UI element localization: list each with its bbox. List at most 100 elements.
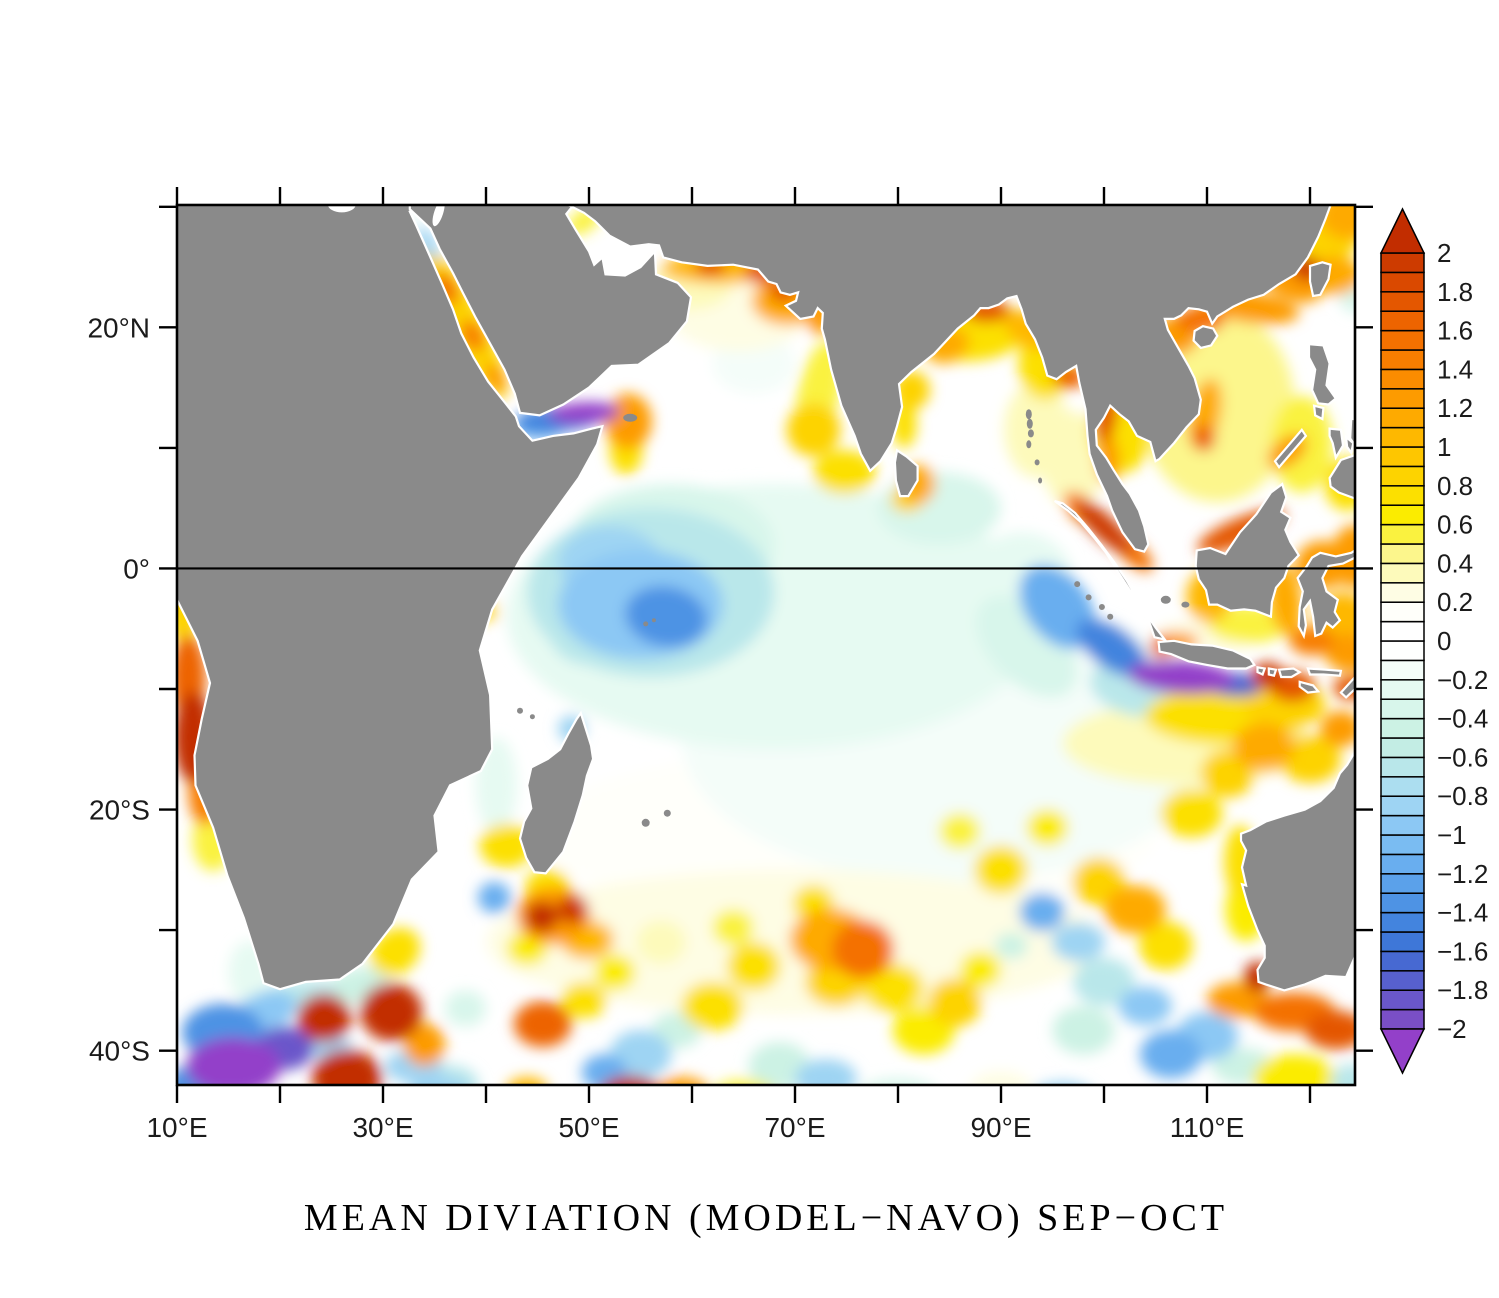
colorbar-cell	[1380, 291, 1425, 312]
anomaly-blob	[1279, 734, 1341, 784]
anomaly-blob	[866, 1078, 930, 1085]
island	[1160, 595, 1171, 604]
anomaly-blob	[1192, 425, 1216, 452]
anomaly-blob	[1019, 892, 1065, 932]
island	[1034, 459, 1040, 466]
anomaly-blob	[1330, 1063, 1355, 1085]
land-sumba	[1298, 680, 1321, 694]
colorbar: 2 1.8 1.6 1.4 1.2 1 0.8 0.6 0.4 0.2 0 −0.2 −0.4 −0.6 −…	[1379, 207, 1488, 1075]
colorbar-cell	[1380, 543, 1425, 565]
land-bali	[1256, 666, 1267, 677]
colorbar-cell	[1380, 1008, 1425, 1030]
island	[1098, 604, 1105, 610]
land-java	[1157, 639, 1257, 670]
island	[643, 621, 649, 627]
colorbar-cell	[1380, 504, 1425, 526]
x-tick-label: 90°E	[970, 1112, 1031, 1143]
land-taiwan	[1308, 261, 1332, 298]
anomaly-blob	[311, 1049, 382, 1085]
colorbar-cell	[1380, 388, 1425, 409]
island	[1074, 581, 1081, 588]
island	[1027, 429, 1034, 438]
anomaly-blob	[1253, 1054, 1336, 1085]
anomaly-blob	[1251, 662, 1285, 690]
colorbar-label: 1.2	[1437, 393, 1473, 423]
land-africa	[177, 205, 604, 991]
colorbar-cell	[1380, 756, 1425, 778]
colorbar-cell	[1380, 349, 1425, 371]
land-borneo	[1194, 482, 1301, 619]
colorbar-label: −2	[1437, 1014, 1467, 1044]
anomaly-blob	[939, 813, 981, 850]
land-sumbawa	[1277, 667, 1302, 679]
anomaly-blob	[974, 845, 1028, 894]
colorbar-cell	[1380, 523, 1425, 545]
anomaly-blob	[1052, 1006, 1115, 1055]
y-tick-label: 20°N	[87, 312, 150, 343]
anomaly-blob	[786, 403, 841, 457]
island	[641, 818, 650, 827]
anomaly-blob	[813, 450, 876, 494]
anomaly-blob	[712, 909, 754, 946]
anomaly-blob	[748, 1042, 811, 1085]
anomaly-blob	[1075, 500, 1133, 555]
anomaly-blob	[594, 954, 636, 991]
island	[1025, 409, 1032, 420]
island	[623, 413, 638, 422]
anomaly-blob	[477, 881, 511, 914]
colorbar-under-arrow	[1379, 1028, 1426, 1075]
anomaly-blob	[1160, 789, 1223, 838]
colorbar-label: −0.2	[1437, 665, 1488, 695]
colorbar-cell	[1380, 368, 1425, 390]
land-panay	[1328, 427, 1345, 461]
land-palawan	[1273, 427, 1308, 470]
anomaly-blob	[719, 1079, 768, 1085]
colorbar-label: −1.8	[1437, 975, 1488, 1005]
colorbar-cell	[1380, 271, 1425, 293]
land-flores	[1306, 667, 1343, 677]
colorbar-cell	[1380, 698, 1425, 720]
y-tick-label: 0°	[123, 553, 150, 584]
anomaly-blob	[507, 1077, 547, 1085]
colorbar-label: 0.6	[1437, 510, 1473, 540]
land-srilanka	[893, 448, 919, 498]
anomaly-blob	[1026, 809, 1068, 846]
y-tick-label: 20°S	[89, 795, 150, 826]
anomaly-blob	[1232, 722, 1295, 771]
colorbar-cell	[1380, 853, 1425, 875]
colorbar-cell	[1380, 834, 1425, 856]
x-tick-label: 30°E	[352, 1112, 413, 1143]
land-arabia	[408, 205, 693, 417]
anomaly-blob	[970, 1071, 1032, 1085]
island	[517, 707, 523, 714]
anomaly-blob	[832, 920, 894, 979]
anomaly-blob	[681, 981, 744, 1031]
anomaly-blob	[513, 1001, 572, 1048]
anomaly-blob	[861, 963, 924, 1013]
colorbar-cell	[1380, 873, 1425, 894]
colorbar-cell	[1380, 310, 1425, 332]
colorbar-cell	[1380, 795, 1425, 817]
colorbar-cell	[1380, 329, 1425, 351]
anomaly-blob	[186, 1037, 282, 1085]
land-madagascar	[518, 710, 595, 875]
land-layer	[177, 205, 1355, 992]
colorbar-cell	[1380, 970, 1425, 991]
anomaly-blob	[415, 226, 439, 260]
colorbar-cell	[1380, 562, 1425, 584]
anomaly-blob	[360, 983, 423, 1042]
anomaly-blob	[1051, 922, 1106, 962]
colorbar-cell	[1380, 776, 1425, 797]
colorbar-cell	[1380, 640, 1425, 662]
ocean-anomaly-field	[177, 205, 1355, 1085]
island	[1026, 418, 1033, 429]
colorbar-label: 1	[1437, 432, 1451, 462]
colorbar-cell	[1380, 407, 1425, 429]
anomaly-blob	[1073, 957, 1135, 1007]
colorbar-label: −1.2	[1437, 859, 1488, 889]
anomaly-blob	[557, 895, 588, 925]
anomaly-blob	[1304, 1010, 1355, 1050]
colorbar-cell	[1380, 446, 1425, 468]
